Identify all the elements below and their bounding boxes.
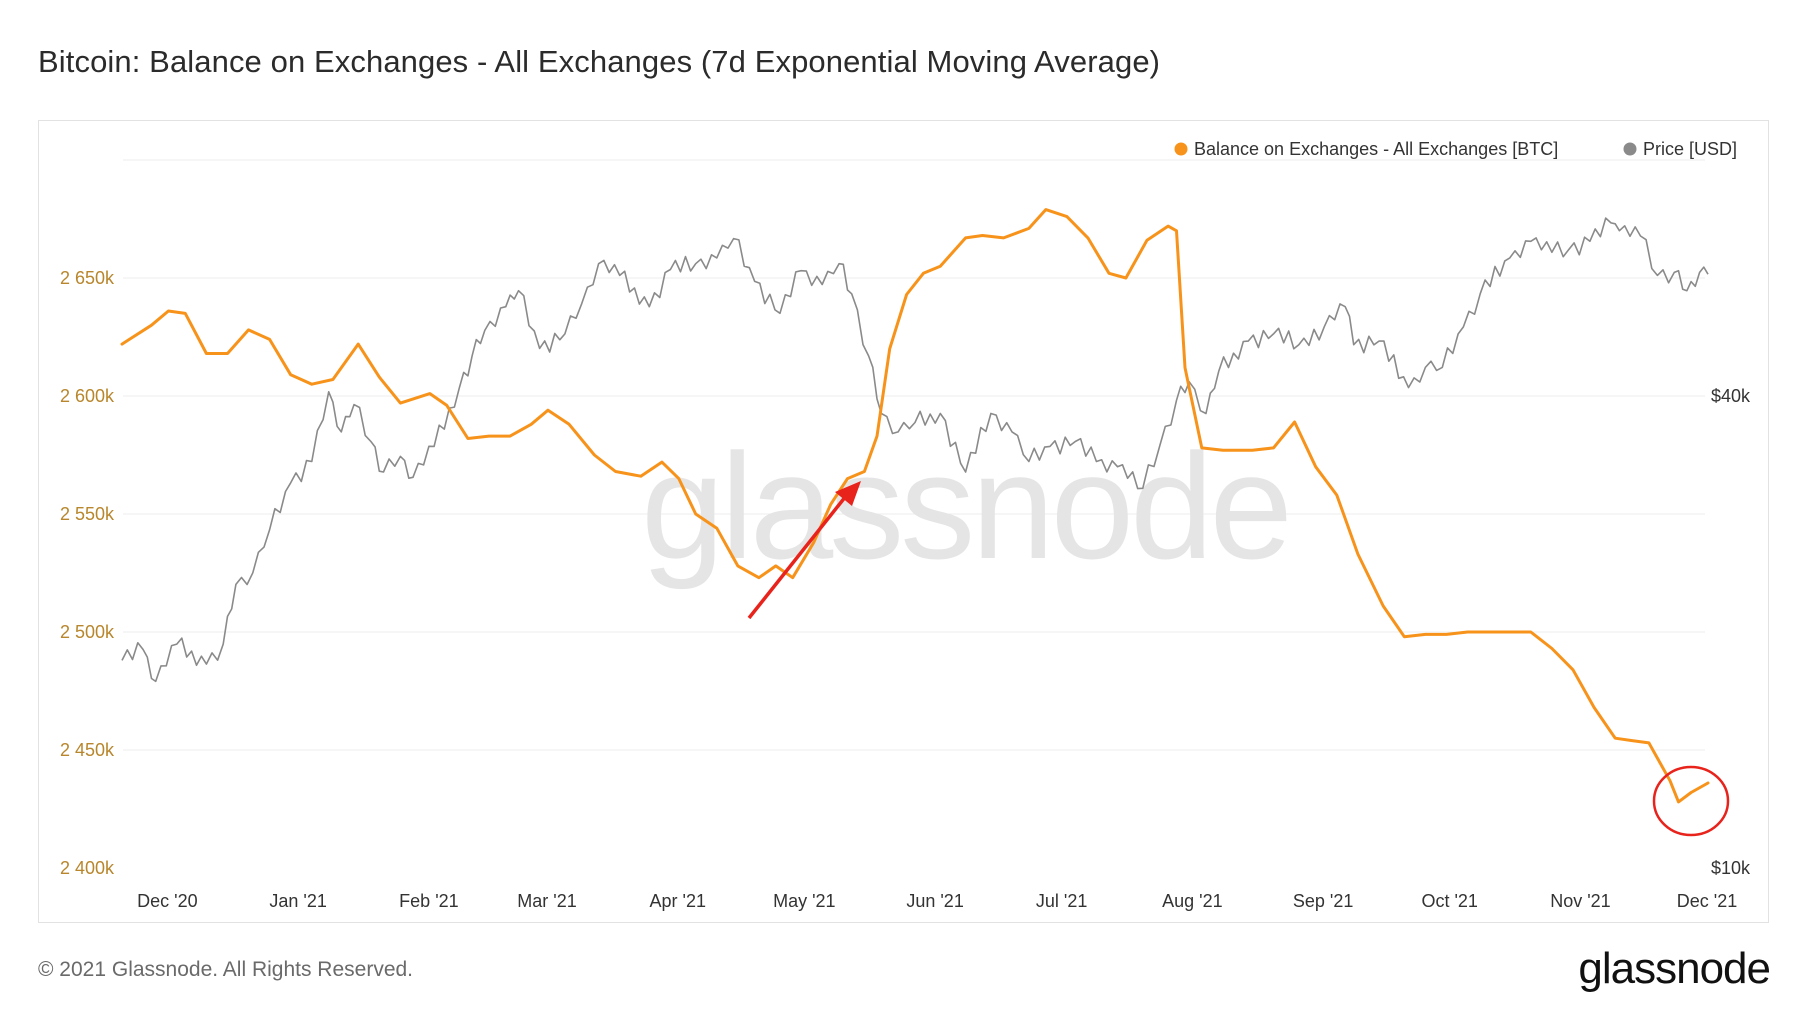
x-axis-tick-label: Sep '21	[1293, 891, 1354, 911]
copyright-footer: © 2021 Glassnode. All Rights Reserved.	[38, 958, 414, 981]
legend-balance-swatch	[1174, 142, 1188, 156]
left-axis-tick-label: 2 450k	[60, 740, 115, 760]
x-axis-tick-label: Jul '21	[1036, 891, 1087, 911]
x-axis-tick-label: Jan '21	[269, 891, 326, 911]
arrow-annotation	[747, 481, 861, 620]
right-axis-tick-label: $40k	[1711, 386, 1751, 406]
left-axis-tick-label: 2 550k	[60, 504, 115, 524]
gridlines	[123, 159, 1705, 751]
price-series-line	[121, 217, 1709, 683]
legend-price-label: Price [USD]	[1643, 139, 1737, 159]
right-axis-ticks: $10k $40k	[1711, 386, 1751, 878]
x-axis-tick-label: Mar '21	[517, 891, 576, 911]
x-axis-tick-label: Apr '21	[650, 891, 706, 911]
x-axis-tick-label: Jun '21	[906, 891, 963, 911]
circle-annotation	[1652, 765, 1730, 837]
left-axis-tick-label: 2 600k	[60, 386, 115, 406]
left-axis-tick-label: 2 500k	[60, 622, 115, 642]
x-axis-tick-label: Oct '21	[1421, 891, 1477, 911]
x-axis-ticks: Dec '20 Jan '21 Feb '21 Mar '21 Apr '21 May '…	[137, 891, 1737, 911]
left-axis-tick-label: 2 400k	[60, 858, 115, 878]
legend-balance-label: Balance on Exchanges - All Exchanges [BT…	[1194, 139, 1558, 159]
watermark-text: glassnode	[641, 422, 1289, 590]
x-axis-tick-label: Feb '21	[399, 891, 458, 911]
x-axis-tick-label: Dec '21	[1677, 891, 1737, 911]
brand-logo: glassnode	[1578, 944, 1771, 993]
chart-frame	[38, 120, 1769, 923]
legend-price-swatch	[1623, 142, 1637, 156]
x-axis-tick-label: Dec '20	[137, 891, 197, 911]
arrow-head	[835, 481, 861, 506]
x-axis-tick-label: Nov '21	[1550, 891, 1610, 911]
left-axis-ticks: 2 400k 2 450k 2 500k 2 550k 2 600k 2 650k	[60, 268, 115, 878]
x-axis-tick-label: Aug '21	[1162, 891, 1223, 911]
right-axis-tick-label: $10k	[1711, 858, 1751, 878]
left-axis-tick-label: 2 650k	[60, 268, 115, 288]
chart-title: Bitcoin: Balance on Exchanges - All Exch…	[38, 44, 1161, 79]
balance-series-line	[120, 208, 1710, 804]
x-axis-tick-label: May '21	[773, 891, 835, 911]
legend: Balance on Exchanges - All Exchanges [BT…	[1174, 139, 1737, 159]
arrow-shaft	[747, 494, 848, 620]
